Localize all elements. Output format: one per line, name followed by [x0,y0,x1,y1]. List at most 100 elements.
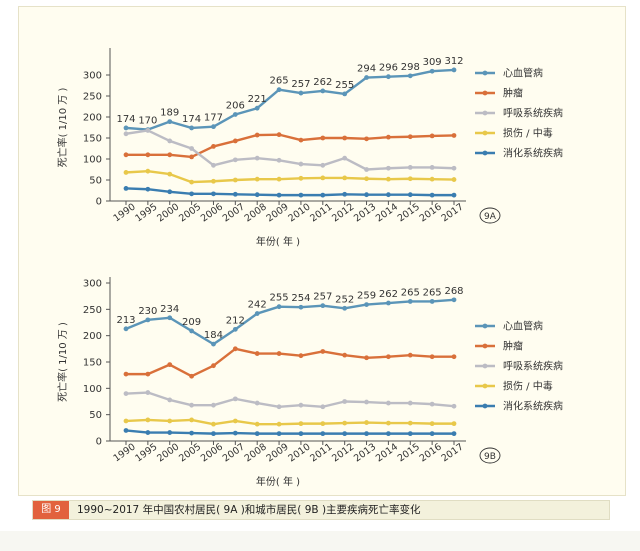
data-point [276,431,282,437]
panel-label: 9A [484,212,497,222]
data-point [342,420,348,426]
data-label: 206 [226,100,245,111]
data-point [254,155,260,161]
legend-marker [482,323,488,329]
x-tick-label: 2007 [221,202,247,225]
data-point [211,162,216,168]
data-point [364,167,369,172]
data-point [407,192,413,198]
data-point [298,304,304,310]
data-point [211,178,216,184]
legend-marker [482,70,488,76]
data-label: 257 [291,79,310,90]
legend-label: 呼吸系统疾病 [503,360,563,373]
data-label: 265 [270,76,289,87]
data-point [298,421,304,427]
data-point [320,303,326,309]
series-line [125,298,455,346]
legend-marker [482,403,488,409]
series-line [126,133,455,159]
series-line [125,187,454,197]
data-label: 234 [160,304,179,315]
y-tick-label: 200 [83,113,102,124]
data-label: 230 [138,306,157,317]
series-3 [123,417,457,427]
data-point [123,125,129,131]
x-tick-label: 2009 [265,442,291,465]
data-point [276,351,282,356]
x-tick-label: 2014 [374,202,400,225]
legend-marker [482,363,488,369]
data-point [145,186,151,192]
data-point [320,135,326,141]
data-point [167,189,173,195]
data-label: 259 [357,291,376,302]
data-point [386,192,391,198]
data-label: 298 [401,62,420,73]
data-point [232,177,238,183]
data-point [167,362,173,368]
y-tick-label: 50 [89,176,102,187]
data-point [232,138,238,144]
x-tick-label: 2016 [418,202,444,225]
data-point [232,157,238,163]
panel-label-circle [479,207,501,224]
y-tick-label: 300 [83,71,102,82]
data-point [386,420,391,426]
data-point [342,399,348,404]
legend-label: 消化系统疾病 [503,400,563,413]
data-point [254,176,260,182]
data-point [254,192,260,198]
data-point [451,297,457,303]
data-point [167,171,173,177]
series-1 [123,346,457,379]
series-4 [123,186,457,198]
data-point [298,90,304,96]
data-point [167,315,173,321]
x-tick-label: 2010 [286,442,312,465]
data-point [232,430,238,436]
legend-label: 肿瘤 [503,340,523,353]
figure-panel [18,6,626,496]
data-point [298,431,304,437]
data-point [429,299,435,304]
data-point [276,132,282,138]
data-point [189,146,195,151]
data-point [254,421,260,427]
x-tick-label: 2011 [308,202,334,225]
data-point [320,349,326,354]
data-point [211,124,216,130]
data-point [189,417,195,423]
data-point [254,311,260,316]
y-axis-label: 死亡率( 1/10 万 ) [56,322,69,402]
data-point [167,397,173,403]
data-point [145,317,151,323]
legend-label: 损伤 / 中毒 [503,127,553,140]
data-point [320,175,326,181]
data-point [189,328,195,334]
x-tick-label: 1990 [112,442,138,465]
data-label: 174 [182,114,201,125]
figure-caption: 图 9 1990~2017 年中国农村居民( 9A )和城市居民( 9B )主要… [32,500,610,520]
data-point [320,421,326,427]
x-tick-label: 2009 [265,202,291,225]
data-point [451,421,457,427]
data-point [232,396,238,402]
x-tick-label: 2017 [440,202,466,225]
data-point [364,420,369,425]
x-tick-label: 2016 [418,442,444,465]
data-label: 312 [444,56,463,67]
legend-marker [482,110,488,116]
data-point [451,354,457,360]
data-label: 174 [116,114,135,125]
data-point [342,305,348,311]
data-point [342,135,348,141]
data-label: 242 [248,300,267,311]
legend-label: 肿瘤 [503,87,523,100]
data-point [386,165,391,171]
data-point [407,299,413,304]
data-point [386,400,391,406]
